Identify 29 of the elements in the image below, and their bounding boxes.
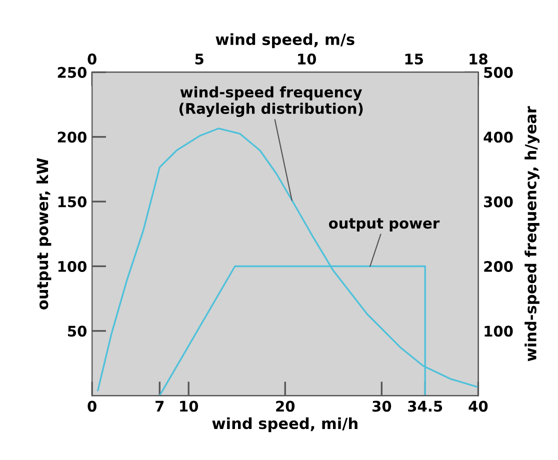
x2-tick-label: 5: [195, 54, 204, 65]
line-series: [97, 128, 478, 392]
y2-tick-label: 300: [484, 196, 513, 208]
y2-tick-label: 200: [484, 260, 513, 272]
y2-axis-title: wind-speed frequency, h/year: [524, 106, 540, 362]
x-tick-label: 7: [156, 400, 164, 412]
x-tick-label: 10: [180, 400, 198, 412]
x-tick-label: 40: [468, 400, 488, 412]
x2-tick-label: 18: [470, 54, 488, 65]
x-tick-label: 30: [372, 400, 392, 412]
x2-tick-label: 0: [88, 54, 96, 65]
y-tick-label: 150: [58, 196, 87, 208]
y2-tick-label: 500: [484, 66, 513, 78]
x2-tick-label: 15: [405, 54, 423, 65]
y-tick-label: 100: [58, 260, 87, 272]
x-tick-label: 34.5: [408, 400, 442, 412]
x2-tick-label: 10: [298, 54, 316, 65]
x-axis-title: wind speed, mi/h: [212, 417, 358, 432]
annotation: wind-speed frequency (Rayleigh distribution): [179, 86, 363, 117]
y2-tick-label: 100: [484, 326, 513, 337]
x2-axis-title: wind speed, m/s: [216, 33, 354, 48]
y-tick-label: 200: [58, 132, 87, 143]
y-tick-label: 250: [58, 66, 87, 78]
annotation: output power: [328, 218, 440, 232]
y-tick-label: 50: [68, 326, 87, 337]
x-tick-label: 20: [276, 400, 295, 412]
y-axis-title: output power, kW: [36, 158, 52, 310]
y2-tick-label: 400: [484, 132, 513, 143]
x-tick-label: 0: [88, 400, 96, 412]
